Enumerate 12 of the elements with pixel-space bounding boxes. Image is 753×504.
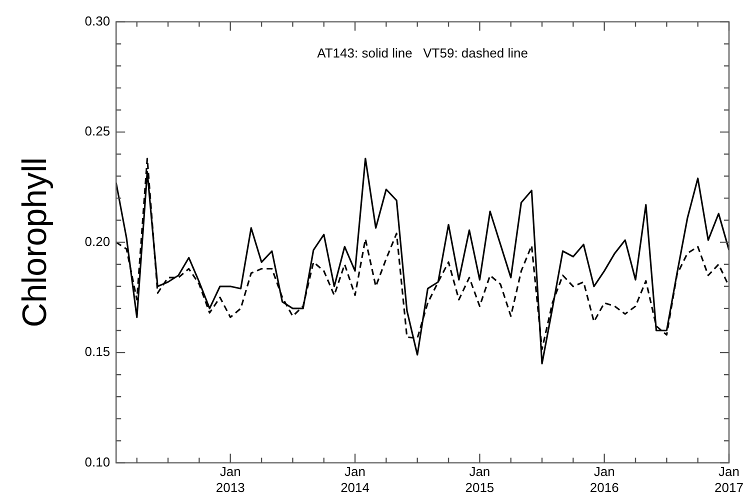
y-tick-label: 0.10 <box>84 454 110 470</box>
x-tick-label: Jan 2017 <box>714 464 744 495</box>
y-tick-label: 0.30 <box>84 13 110 28</box>
y-tick-label: 0.15 <box>84 344 110 360</box>
x-tick-label: Jan 2015 <box>465 464 494 495</box>
x-tick-label: Jan 2016 <box>590 464 619 495</box>
y-tick-label: 0.25 <box>84 124 110 139</box>
y-axis-title: Chlorophyll <box>16 157 54 328</box>
x-tick-label: Jan 2014 <box>340 464 370 495</box>
y-tick-label: 0.20 <box>84 234 110 249</box>
annotation: AT143: solid line VT59: dashed line <box>317 45 528 60</box>
x-tick-label: Jan 2013 <box>216 464 245 495</box>
